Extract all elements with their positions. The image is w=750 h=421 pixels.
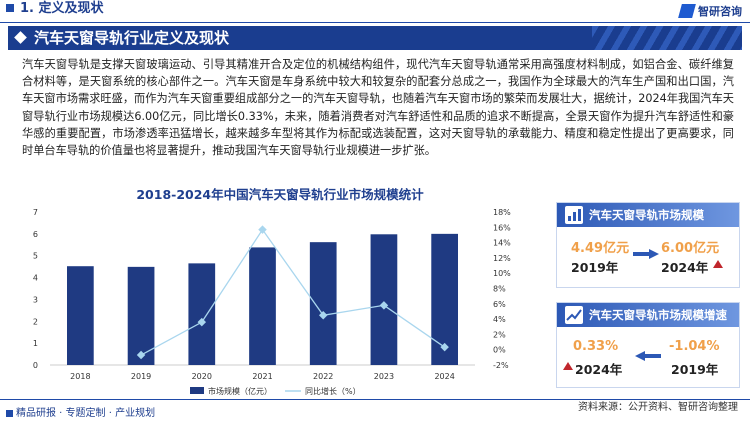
- bar-2020: [188, 263, 216, 365]
- x-tick-label: 2021: [252, 372, 272, 381]
- year-2024: 2024年: [661, 260, 709, 275]
- value-2019: -1.04%: [669, 339, 720, 354]
- section-header: 1. 定义及现状: [0, 0, 300, 24]
- y-left-tick-label: 6: [33, 230, 38, 239]
- growth-point-2023: [379, 301, 389, 310]
- footer-square-icon: [6, 409, 13, 417]
- trend-icon: [565, 306, 583, 324]
- growth-point-2024: [440, 342, 449, 352]
- legend-bar-label: 市场规模（亿元）: [208, 386, 272, 396]
- value-2024: 0.33%: [573, 339, 619, 354]
- source-note: 资料来源：公开资料、智研咨询整理: [578, 402, 738, 413]
- bar-2018: [67, 266, 94, 365]
- footer-tagline-text: 精品研报 · 专题定制 · 产业规划: [16, 408, 156, 419]
- year-2024: 2024年: [575, 362, 623, 377]
- chart-title: 2018-2024年中国汽车天窗导轨行业市场规模统计: [136, 187, 424, 202]
- x-tick-label: 2024: [434, 372, 454, 381]
- y-right-tick-label: 8%: [493, 285, 506, 294]
- y-right-tick-label: -2%: [493, 361, 509, 370]
- logo-text: 智研咨询: [698, 5, 742, 18]
- y-left-tick-label: 2: [33, 317, 38, 326]
- y-right-tick-label: 10%: [493, 269, 511, 278]
- card-title: 汽车天窗导轨市场规模增速: [589, 308, 727, 322]
- legend-bar-swatch: [190, 387, 204, 394]
- bar-2019: [127, 266, 155, 365]
- y-right-tick-label: 6%: [493, 300, 506, 309]
- footer-tagline: 精品研报 · 专题定制 · 产业规划: [6, 404, 155, 419]
- card-header: 汽车天窗导轨市场规模: [557, 203, 739, 227]
- y-right-tick-label: 2%: [493, 330, 506, 339]
- intro-paragraph: 汽车天窗导轨是支撑天窗玻璃运动、引导其精准开合及定位的机械结构组件，现代汽车天窗…: [22, 58, 734, 158]
- market-size-chart: 0 1 2 3 4 5 6 7 -2% 0% 2% 4% 6% 8% 10% 12% 14% 16% 18% 2018…: [33, 208, 511, 396]
- market-size-card: 汽车天窗导轨市场规模 4.49亿元 2019年 6.00亿元 2024年: [556, 202, 740, 288]
- year-2019: 2019年: [671, 362, 719, 377]
- card-title: 汽车天窗导轨市场规模: [589, 208, 704, 222]
- y-left-tick-label: 0: [33, 361, 38, 370]
- value-2019: 4.49亿元: [571, 241, 630, 256]
- y-right-tick-label: 16%: [493, 223, 511, 232]
- chart-icon: [565, 206, 583, 224]
- y-right-tick-label: 14%: [493, 239, 511, 248]
- y-left-tick-label: 5: [33, 252, 38, 261]
- growth-point-2019: [136, 350, 146, 360]
- header-divider: [0, 22, 750, 23]
- growth-point-2021: [258, 225, 267, 234]
- title-banner: 汽车天窗导轨行业定义及现状: [8, 26, 742, 50]
- up-arrow-icon: [563, 362, 573, 370]
- growth-point-2020: [197, 317, 207, 327]
- growth-line: [140, 228, 446, 356]
- y-left-tick-label: 1: [33, 339, 38, 348]
- y-right-tick-label: 0%: [493, 346, 506, 355]
- y-right-tick-label: 4%: [493, 315, 506, 324]
- x-tick-label: 2018: [70, 372, 90, 381]
- x-tick-label: 2019: [131, 372, 151, 381]
- diamond-icon: [14, 31, 27, 44]
- legend-line-label: 同比增长（%）: [305, 386, 361, 396]
- right-arrow-icon: [633, 249, 659, 259]
- banner-title: 汽车天窗导轨行业定义及现状: [34, 29, 230, 47]
- bar-2021: [249, 247, 276, 365]
- y-left-tick-label: 3: [33, 295, 38, 304]
- card-header: 汽车天窗导轨市场规模增速: [557, 303, 739, 327]
- growth-point-2022: [318, 311, 328, 320]
- brand-logo: 智研咨询: [678, 2, 742, 20]
- y-right-tick-label: 12%: [493, 254, 511, 263]
- y-right-tick-label: 18%: [493, 208, 511, 217]
- x-tick-label: 2023: [374, 372, 394, 381]
- left-arrow-icon: [635, 351, 661, 361]
- y-left-tick-label: 4: [33, 274, 38, 283]
- up-arrow-icon: [713, 260, 723, 268]
- year-2019: 2019年: [571, 260, 619, 275]
- value-2024: 6.00亿元: [661, 241, 720, 256]
- footer-divider: [0, 399, 750, 400]
- y-left-tick-label: 7: [33, 208, 38, 217]
- growth-rate-card: 汽车天窗导轨市场规模增速 0.33% 2024年 -1.04% 2019年: [556, 302, 740, 388]
- x-tick-label: 2022: [313, 372, 333, 381]
- banner-stripes: [592, 26, 742, 50]
- section-square-icon: [6, 4, 14, 12]
- section-title: 1. 定义及现状: [20, 1, 104, 16]
- bar-2023: [370, 234, 398, 365]
- x-tick-label: 2020: [192, 372, 212, 381]
- bar-2022: [309, 242, 337, 365]
- logo-mark-icon: [678, 4, 696, 18]
